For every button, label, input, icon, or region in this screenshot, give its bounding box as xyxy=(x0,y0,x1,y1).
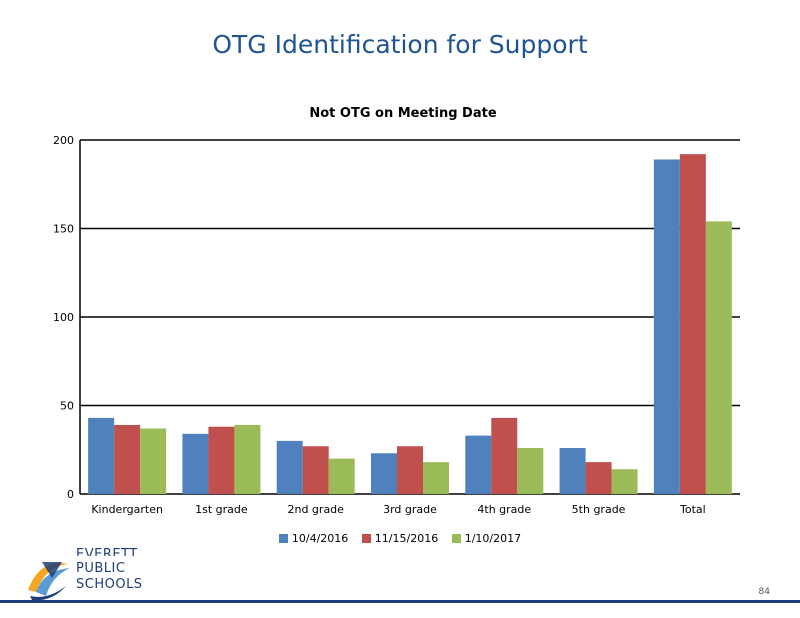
bar xyxy=(88,417,115,494)
bar xyxy=(679,154,706,494)
y-tick-label: 0 xyxy=(67,488,74,501)
y-tick-label: 100 xyxy=(53,311,74,324)
bar xyxy=(371,453,397,494)
y-tick-label: 50 xyxy=(60,400,74,413)
legend-item: 11/15/2016 xyxy=(361,532,439,545)
bar xyxy=(397,446,423,494)
logo-mark-icon xyxy=(28,562,70,601)
slide-title: OTG Identification for Support xyxy=(212,30,588,59)
bar xyxy=(276,440,303,494)
legend-item: 10/4/2016 xyxy=(278,532,349,545)
bar xyxy=(423,462,449,494)
x-tick-label: 1st grade xyxy=(195,503,248,516)
bar xyxy=(302,446,329,494)
bar xyxy=(517,447,544,494)
y-tick-label: 150 xyxy=(53,223,74,236)
bar xyxy=(234,424,261,494)
x-tick-label: Kindergarten xyxy=(91,503,163,516)
logo-line-schools: SCHOOLS xyxy=(76,577,143,592)
chart-legend: 10/4/2016 11/15/2016 1/10/2017 xyxy=(0,532,800,545)
bar xyxy=(140,428,167,494)
x-tick-label: 4th grade xyxy=(477,503,531,516)
y-tick-label: 200 xyxy=(53,134,74,147)
legend-swatch xyxy=(278,534,288,543)
bar xyxy=(182,433,209,494)
legend-label: 10/4/2016 xyxy=(291,532,349,545)
bar xyxy=(611,469,638,494)
legend-swatch xyxy=(451,534,461,543)
legend-swatch xyxy=(361,534,371,543)
bar xyxy=(705,221,732,495)
chart-title: Not OTG on Meeting Date xyxy=(309,106,497,121)
legend-label: 1/10/2017 xyxy=(464,532,522,545)
bar xyxy=(585,462,612,494)
x-tick-label: 2nd grade xyxy=(287,503,344,516)
x-tick-label: Total xyxy=(679,503,706,516)
bar xyxy=(491,417,518,494)
legend-item: 1/10/2017 xyxy=(451,532,522,545)
bar xyxy=(208,426,235,494)
bar xyxy=(465,435,492,494)
legend-label: 11/15/2016 xyxy=(374,532,439,545)
bar xyxy=(328,458,355,494)
logo-line-everett: EVERETT xyxy=(76,548,138,556)
everett-public-schools-logo: EVERETT PUBLIC SCHOOLS xyxy=(22,548,182,602)
page-number: 84 xyxy=(758,587,770,597)
bar xyxy=(559,447,586,494)
footer-bar xyxy=(0,600,800,603)
bar xyxy=(653,159,680,494)
x-tick-label: 5th grade xyxy=(572,503,626,516)
x-tick-label: 3rd grade xyxy=(383,503,437,516)
logo-line-public: PUBLIC xyxy=(76,561,126,576)
bar xyxy=(114,424,141,494)
